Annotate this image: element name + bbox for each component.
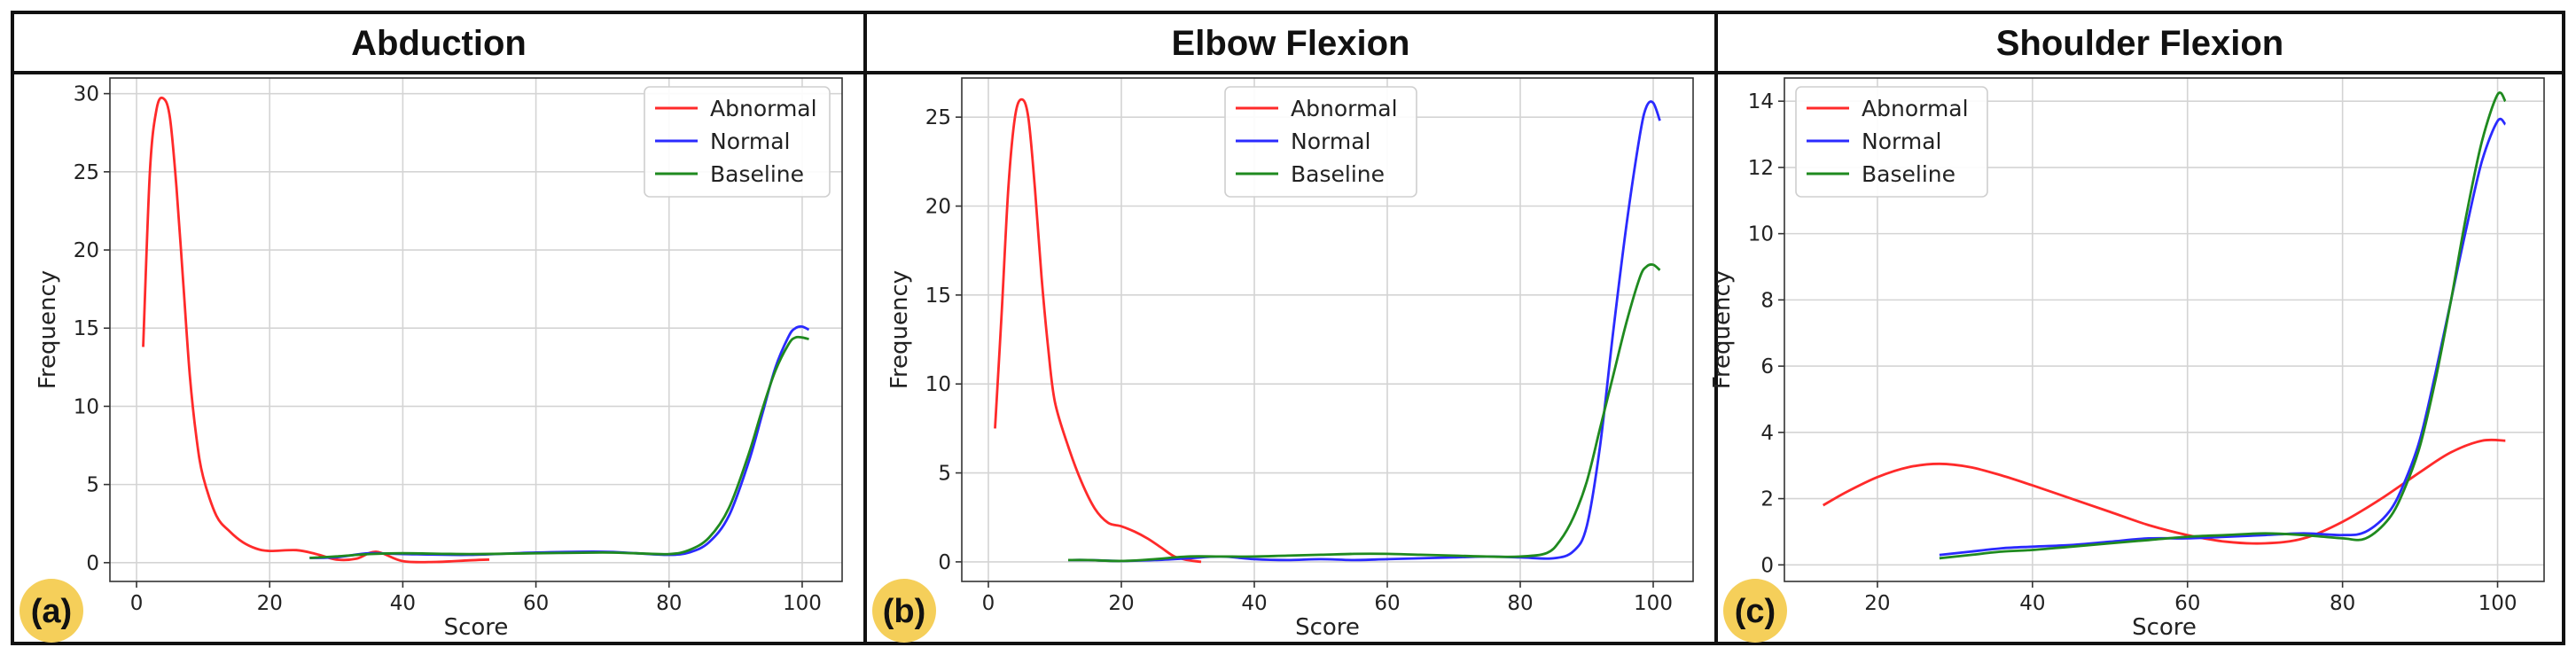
series-line-abnormal — [142, 96, 490, 564]
x-tick-label: 20 — [1108, 592, 1134, 615]
x-tick-label: 100 — [783, 592, 822, 615]
y-tick-label: 6 — [1760, 355, 1774, 378]
y-tick-label: 0 — [938, 551, 951, 574]
legend-label-normal: Normal — [710, 129, 790, 154]
series-line-baseline — [309, 335, 809, 559]
y-axis-label: Frequency — [886, 270, 913, 389]
y-tick-label: 4 — [1760, 422, 1774, 445]
series-line-normal — [1939, 117, 2507, 557]
x-axis-label: Score — [444, 614, 509, 641]
y-tick-label: 15 — [925, 285, 951, 308]
legend-box — [644, 86, 831, 198]
panel-badge — [872, 579, 936, 643]
legend-label-baseline: Baseline — [1291, 161, 1385, 187]
series-line-baseline — [1067, 263, 1661, 563]
y-tick-label: 10 — [925, 373, 951, 396]
y-tick-label: 25 — [925, 106, 951, 129]
y-axis-label: Frequency — [35, 270, 61, 389]
y-tick-label: 2 — [1760, 488, 1774, 511]
x-tick-label: 40 — [1241, 592, 1267, 615]
y-tick-label: 10 — [74, 395, 99, 418]
legend-box — [1795, 86, 1988, 198]
grid — [110, 78, 842, 581]
axes-frame — [1784, 77, 2545, 582]
x-axis-label: Score — [1295, 614, 1360, 641]
panel-title: Shoulder Flexion — [1996, 24, 2283, 63]
legend-label-abnormal: Abnormal — [710, 96, 817, 121]
series-line-abnormal — [994, 97, 1202, 564]
legend-box — [1224, 86, 1417, 198]
legend-label-normal: Normal — [1862, 129, 1941, 154]
panel-label: (b) — [883, 593, 926, 630]
y-tick-label: 14 — [1748, 90, 1774, 113]
y-axis-label: Frequency — [1709, 270, 1736, 389]
x-tick-label: 20 — [1864, 592, 1890, 615]
panel-label: (a) — [31, 593, 72, 630]
x-tick-label: 40 — [2019, 592, 2045, 615]
y-tick-label: 5 — [938, 463, 951, 486]
x-tick-label: 100 — [2478, 592, 2517, 615]
y-tick-label: 12 — [1748, 157, 1774, 180]
panel-title: Abduction — [351, 24, 527, 63]
legend-label-normal: Normal — [1291, 129, 1370, 154]
legend: Abnormal Normal Baseline — [644, 86, 831, 198]
x-tick-label: 60 — [523, 592, 549, 615]
y-tick-label: 0 — [86, 552, 99, 575]
y-tick-label: 8 — [1760, 289, 1774, 312]
axes-frame — [961, 77, 1694, 582]
series-line-baseline — [1939, 91, 2507, 560]
y-tick-label: 10 — [1748, 223, 1774, 246]
x-tick-label: 60 — [1374, 592, 1400, 615]
panel-label: (c) — [1735, 593, 1776, 630]
panel-badge — [1723, 579, 1787, 643]
axes-frame — [109, 77, 843, 582]
y-tick-label: 25 — [74, 161, 99, 184]
x-tick-label: 80 — [656, 592, 682, 615]
panel-border — [1714, 11, 2565, 645]
y-tick-label: 5 — [86, 474, 99, 497]
y-tick-label: 30 — [74, 83, 99, 106]
panel-3: Shoulder Flexion 20 40 60 80 100 0 2 4 6 8 10 12 14 Sc… — [1709, 11, 2565, 645]
legend-label-abnormal: Abnormal — [1862, 96, 1969, 121]
x-tick-label: 60 — [2174, 592, 2200, 615]
series-line-normal — [309, 325, 810, 559]
legend-label-baseline: Baseline — [1862, 161, 1955, 187]
y-tick-label: 15 — [74, 317, 99, 340]
x-tick-label: 0 — [130, 592, 144, 615]
y-tick-label: 20 — [925, 196, 951, 219]
y-tick-label: 20 — [74, 239, 99, 262]
x-tick-label: 80 — [2330, 592, 2355, 615]
legend: Abnormal Normal Baseline — [1795, 86, 1988, 198]
x-tick-label: 80 — [1507, 592, 1533, 615]
x-tick-label: 20 — [257, 592, 283, 615]
grid — [962, 78, 1693, 581]
x-axis-label: Score — [2132, 614, 2197, 641]
panel-1: Abduction 0 20 40 60 80 100 0 5 10 15 20 25 30 Score Fr… — [11, 11, 867, 645]
y-tick-label: 0 — [1760, 554, 1774, 577]
panel-2: Elbow Flexion 0 20 40 60 80 100 0 5 10 15 20 25 Score… — [863, 11, 1718, 645]
legend-label-baseline: Baseline — [710, 161, 804, 187]
legend: Abnormal Normal Baseline — [1224, 86, 1417, 198]
panel-title: Elbow Flexion — [1172, 24, 1410, 63]
x-tick-label: 100 — [1634, 592, 1673, 615]
legend-label-abnormal: Abnormal — [1291, 96, 1398, 121]
x-tick-label: 40 — [390, 592, 416, 615]
x-tick-label: 0 — [982, 592, 995, 615]
panel-badge — [20, 579, 83, 643]
